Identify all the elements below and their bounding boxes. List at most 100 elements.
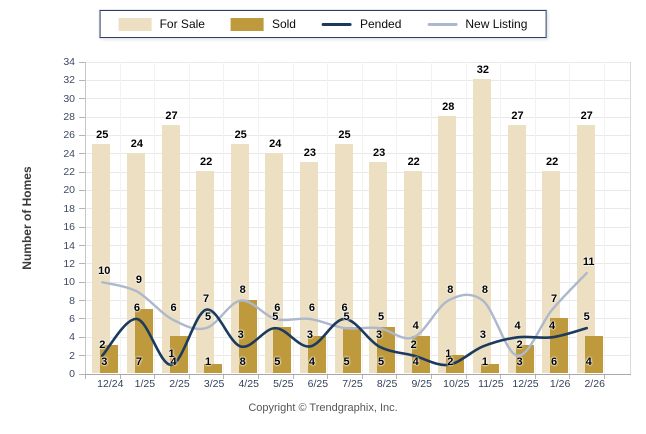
value-label: 27 xyxy=(511,110,524,123)
y-tick-label: 18 xyxy=(63,202,75,215)
y-tick-mark xyxy=(79,171,85,173)
x-tick-label: 8/25 xyxy=(376,378,398,390)
value-label: 5 xyxy=(343,311,350,324)
h-gridline xyxy=(85,226,630,228)
value-label: 3 xyxy=(101,356,108,368)
value-label: 5 xyxy=(378,356,385,368)
v-gridline xyxy=(361,62,363,374)
x-tick-mark xyxy=(569,375,571,379)
value-label: 4 xyxy=(585,356,592,368)
value-label: 5 xyxy=(583,311,590,324)
value-label: 5 xyxy=(274,356,281,368)
h-gridline xyxy=(85,189,630,191)
plot-area: 0 2 4 6 8 10 12 14 16 18 20 22 24 26 28 30 32 34 12/24 1/25… xyxy=(63,56,631,390)
v-gridline xyxy=(396,62,398,374)
x-tick-mark xyxy=(154,375,156,379)
value-label: 4 xyxy=(412,320,419,333)
y-tick-mark xyxy=(79,318,85,320)
y-tick-label: 34 xyxy=(63,56,75,68)
legend-item-pended: Pended xyxy=(321,17,401,31)
v-gridline xyxy=(534,62,536,374)
y-axis-line xyxy=(85,62,86,374)
value-label: 4 xyxy=(170,356,177,368)
y-tick-mark xyxy=(79,79,85,81)
x-tick-label: 2/25 xyxy=(169,378,190,390)
h-gridline xyxy=(85,79,630,81)
sold-swatch xyxy=(230,17,264,31)
value-label: 25 xyxy=(234,128,247,141)
x-tick-mark xyxy=(85,375,86,379)
value-label: 8 xyxy=(239,283,246,296)
legend-label: Sold xyxy=(271,17,296,31)
x-tick-mark xyxy=(604,375,605,379)
new-listing-swatch xyxy=(427,22,458,26)
y-tick-mark xyxy=(79,61,85,63)
y-tick-mark xyxy=(79,98,85,100)
v-gridline xyxy=(119,62,121,374)
h-gridline xyxy=(85,153,630,155)
legend-label: For Sale xyxy=(159,17,205,31)
legend: For Sale Sold Pended New Listing xyxy=(99,10,547,38)
value-label: 24 xyxy=(130,137,144,150)
value-label: 4 xyxy=(308,356,315,368)
value-label: 5 xyxy=(205,311,212,324)
h-gridline xyxy=(85,98,630,100)
y-tick-label: 6 xyxy=(69,312,75,325)
value-label: 27 xyxy=(165,110,178,123)
x-tick-mark xyxy=(258,375,259,379)
h-gridline xyxy=(85,171,630,173)
y-tick-mark xyxy=(79,355,85,357)
y-tick-mark xyxy=(79,226,85,228)
value-label: 23 xyxy=(372,146,386,159)
v-gridline xyxy=(431,62,432,374)
value-label: 1 xyxy=(168,347,175,360)
y-tick-mark xyxy=(79,281,85,283)
value-label: 2 xyxy=(410,338,417,351)
v-gridline xyxy=(292,62,294,374)
value-label: 6 xyxy=(551,356,558,368)
legend-item-new-listing: New Listing xyxy=(427,17,527,31)
legend-item-for-sale: For Sale xyxy=(118,17,205,31)
x-axis-line xyxy=(85,374,631,375)
v-gridline xyxy=(500,62,502,374)
value-label: 22 xyxy=(407,156,420,169)
x-tick-mark xyxy=(327,375,329,379)
x-tick-label: 6/25 xyxy=(307,378,329,390)
plot-right-border xyxy=(630,62,631,374)
x-tick-label: 7/25 xyxy=(342,378,363,390)
y-tick-label: 14 xyxy=(63,239,75,252)
pended-swatch xyxy=(321,22,352,26)
value-label: 7 xyxy=(203,292,210,305)
y-tick-mark xyxy=(79,336,85,338)
y-tick-label: 30 xyxy=(63,92,75,105)
x-tick-label: 9/25 xyxy=(411,378,432,390)
y-tick-label: 16 xyxy=(63,221,75,234)
v-gridline xyxy=(258,62,259,374)
x-tick-mark xyxy=(188,375,190,379)
value-label: 28 xyxy=(442,101,455,114)
value-label: 1 xyxy=(205,356,212,368)
value-label: 25 xyxy=(96,128,109,141)
h-gridline xyxy=(85,61,630,63)
value-label: 11 xyxy=(582,256,595,269)
x-tick-mark xyxy=(223,375,225,379)
x-tick-label: 11/25 xyxy=(478,378,504,390)
value-label: 10 xyxy=(98,265,111,278)
v-gridline xyxy=(327,62,329,374)
x-tick-label: 3/25 xyxy=(203,378,225,390)
for-sale-bar xyxy=(438,116,457,373)
sold-bar xyxy=(480,363,499,373)
value-label: 24 xyxy=(269,137,282,150)
value-label: 27 xyxy=(580,110,593,123)
value-label: 6 xyxy=(274,301,281,314)
y-tick-label: 12 xyxy=(63,257,75,270)
y-tick-label: 26 xyxy=(63,129,75,142)
value-label: 1 xyxy=(445,347,452,360)
y-tick-label: 20 xyxy=(63,184,75,197)
value-label: 7 xyxy=(551,292,558,305)
value-label: 5 xyxy=(343,356,350,368)
y-tick-mark xyxy=(79,245,85,247)
value-label: 3 xyxy=(516,356,523,368)
x-tick-label: 12/25 xyxy=(512,378,539,390)
y-tick-label: 0 xyxy=(69,368,75,380)
